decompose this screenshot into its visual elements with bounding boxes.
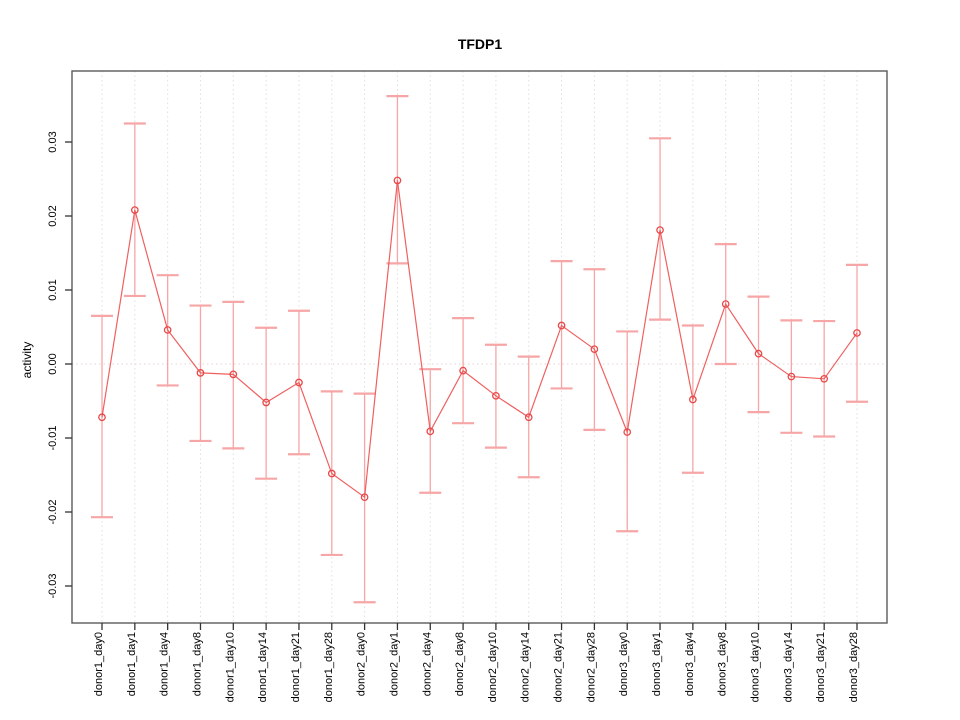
data-point <box>426 427 435 436</box>
data-point <box>163 326 172 334</box>
x-tick-label: donor2_day10 <box>487 632 499 702</box>
data-point <box>360 493 369 502</box>
data-point <box>524 413 533 422</box>
x-tick-label: donor3_day8 <box>717 632 729 696</box>
x-tick-label: donor1_day1 <box>126 632 138 696</box>
chart-title: TFDP1 <box>458 36 503 52</box>
x-tick-label: donor1_day21 <box>290 632 302 702</box>
series-line-layer <box>101 180 858 499</box>
data-point <box>656 226 664 234</box>
axes-layer <box>65 70 888 630</box>
x-tick-label: donor3_day4 <box>684 632 696 696</box>
data-point <box>754 349 763 358</box>
x-tick-label: donor1_day4 <box>159 632 171 696</box>
x-tick-label: donor1_day8 <box>191 632 203 696</box>
x-tick-label: donor3_day0 <box>618 632 630 696</box>
data-point <box>229 370 238 379</box>
plot-border <box>71 70 888 624</box>
x-tick-label: donor2_day28 <box>585 632 597 702</box>
data-point <box>327 469 336 478</box>
data-point <box>820 374 829 383</box>
x-tick-label: donor3_day10 <box>750 632 762 702</box>
y-axis-label: activity <box>20 342 34 379</box>
data-point <box>557 321 566 330</box>
x-tick-label: donor2_day21 <box>553 632 565 702</box>
data-point <box>492 391 500 400</box>
x-tick-label: donor2_day1 <box>388 632 400 696</box>
y-tick-label: 0.01 <box>47 279 59 300</box>
data-point <box>623 428 632 436</box>
tick-label-layer: 0.03 0.02 0.01 0.00 -0.01 -0.02 -0.03 donor1_da… <box>47 131 860 702</box>
x-tick-label: donor1_day14 <box>257 632 269 702</box>
x-tick-label: donor2_day0 <box>356 632 368 696</box>
x-tick-label: donor2_day4 <box>421 632 433 696</box>
data-point-layer <box>98 176 861 502</box>
data-point <box>853 329 861 337</box>
x-tick-label: donor1_day28 <box>323 632 335 702</box>
y-tick-label: -0.01 <box>47 425 59 450</box>
y-tick-label: 0.00 <box>47 353 59 374</box>
y-tick-label: -0.02 <box>47 499 59 524</box>
data-point <box>459 366 467 375</box>
x-tick-label: donor1_day10 <box>224 632 236 702</box>
y-tick-label: 0.02 <box>47 205 59 226</box>
y-tick-label: 0.03 <box>47 131 59 152</box>
data-point <box>590 345 599 354</box>
data-point <box>689 395 697 404</box>
data-point <box>196 369 205 377</box>
data-point <box>262 398 270 407</box>
x-tick-label: donor2_day8 <box>454 632 466 696</box>
x-tick-label: donor3_day14 <box>782 632 794 702</box>
data-point <box>130 206 139 214</box>
data-point <box>295 378 303 387</box>
data-point <box>787 372 796 381</box>
data-point <box>98 413 106 422</box>
series-line <box>101 180 858 499</box>
x-tick-label: donor3_day1 <box>651 632 663 696</box>
error-bar-layer <box>91 95 868 604</box>
y-tick-label: -0.03 <box>47 573 59 598</box>
x-tick-label: donor1_day0 <box>93 632 105 696</box>
x-tick-label: donor3_day21 <box>815 632 827 702</box>
x-tick-label: donor3_day28 <box>848 632 860 702</box>
gridline-layer <box>72 71 887 623</box>
x-tick-label: donor2_day14 <box>520 632 532 702</box>
data-point <box>393 176 402 185</box>
data-point <box>721 300 730 308</box>
